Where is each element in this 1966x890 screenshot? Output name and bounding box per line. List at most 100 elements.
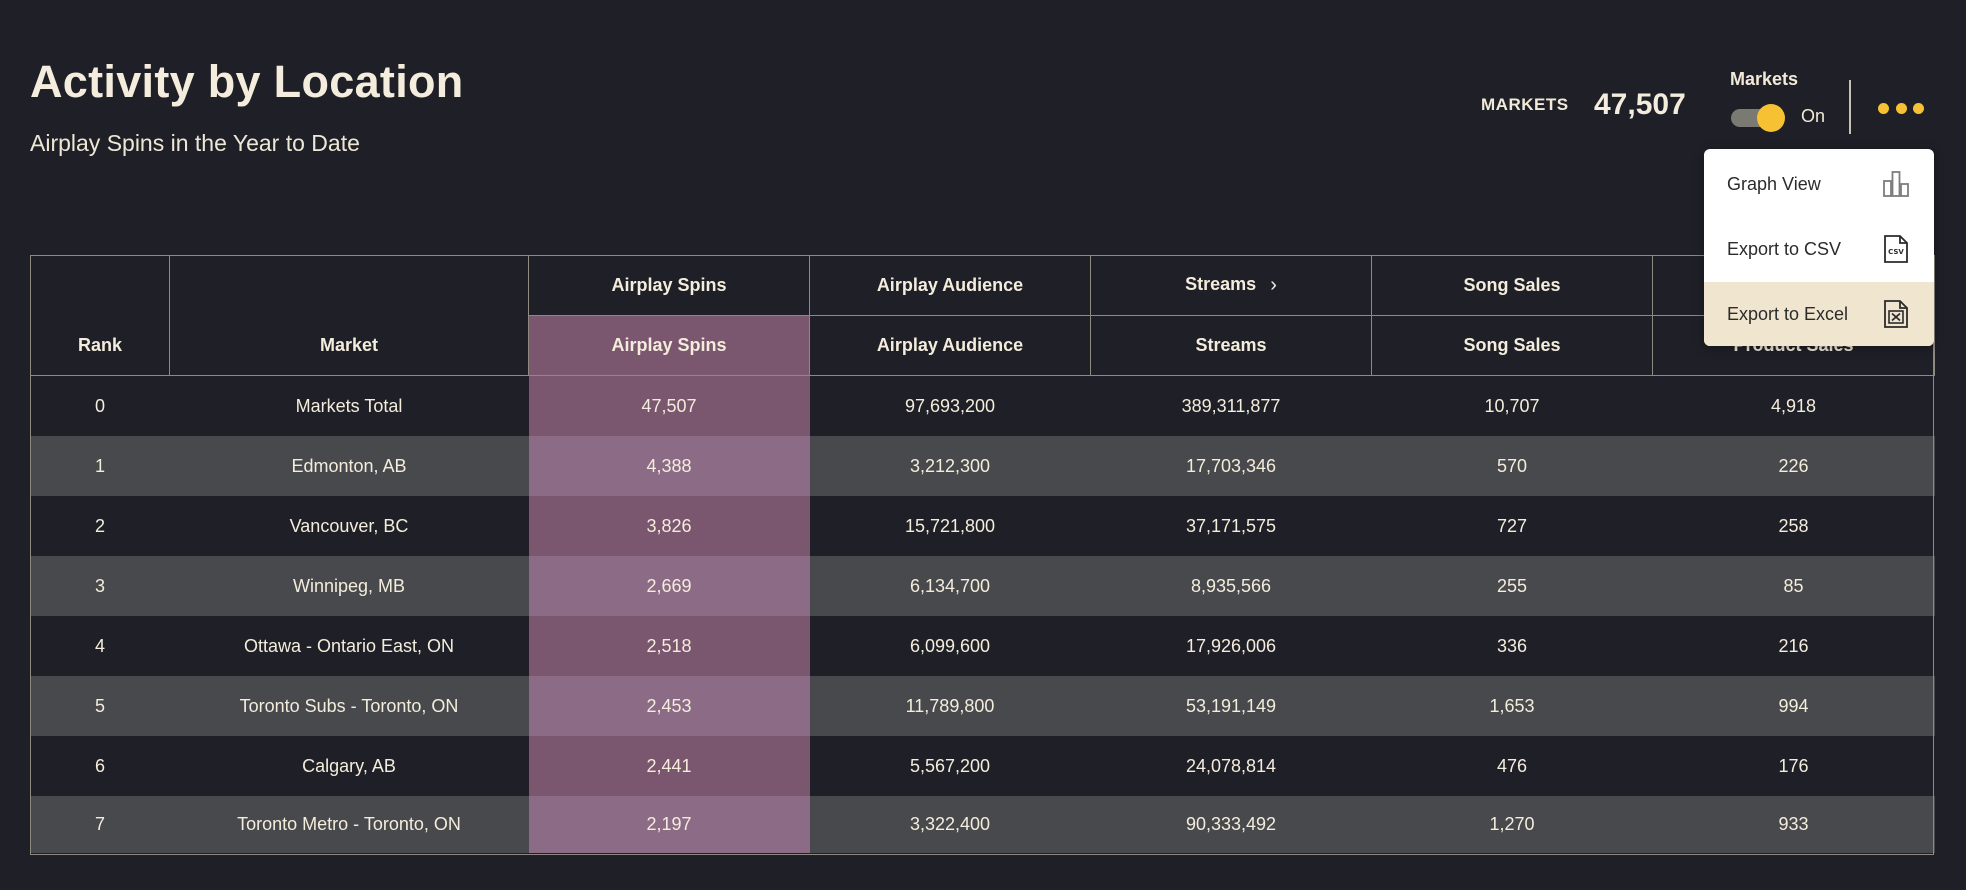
table-cell: 4,918 <box>1652 375 1935 436</box>
table-cell: 4,388 <box>528 436 810 496</box>
table-cell: 255 <box>1371 556 1653 616</box>
table-cell: 24,078,814 <box>1090 736 1372 796</box>
column-header-rank[interactable]: Rank <box>30 255 170 376</box>
table-cell: 97,693,200 <box>809 375 1091 436</box>
table-row[interactable]: 0 Markets Total 47,507 97,693,200 389,311,87… <box>30 375 1935 436</box>
table-row[interactable]: 4 Ottawa - Ontario East, ON 2,518 6,099,600… <box>30 616 1935 676</box>
table-body: 0 Markets Total 47,507 97,693,200 389,311,87… <box>30 375 1935 853</box>
menu-item-export-csv[interactable]: Export to CSV CSV <box>1704 217 1934 281</box>
table-cell: 2,197 <box>528 796 810 853</box>
table-cell: Toronto Metro - Toronto, ON <box>169 796 529 853</box>
table-cell: Ottawa - Ontario East, ON <box>169 616 529 676</box>
table-cell: 5 <box>30 676 170 736</box>
table-cell: 727 <box>1371 496 1653 556</box>
table-cell: 476 <box>1371 736 1653 796</box>
table-cell: 216 <box>1652 616 1935 676</box>
table-cell: 2,669 <box>528 556 810 616</box>
table-cell: 15,721,800 <box>809 496 1091 556</box>
markets-stat-value: 47,507 <box>1594 88 1686 121</box>
menu-item-label: Export to CSV <box>1727 238 1842 259</box>
table-row[interactable]: 5 Toronto Subs - Toronto, ON 2,453 11,789,8… <box>30 676 1935 736</box>
more-options-button[interactable] <box>1878 96 1924 120</box>
table-cell: 3,322,400 <box>809 796 1091 853</box>
table-cell: 47,507 <box>528 375 810 436</box>
page-title: Activity by Location <box>30 56 464 107</box>
options-menu: Graph View Export to CSV CSV Export to E… <box>1704 149 1934 346</box>
table-cell: 6,134,700 <box>809 556 1091 616</box>
menu-item-export-excel[interactable]: Export to Excel <box>1704 282 1934 346</box>
column-header-song-sales[interactable]: Song Sales <box>1371 315 1653 376</box>
table-cell: 10,707 <box>1371 375 1653 436</box>
column-header-streams[interactable]: Streams <box>1090 315 1372 376</box>
table-cell: 6,099,600 <box>809 616 1091 676</box>
csv-file-icon: CSV <box>1884 235 1908 263</box>
table-cell: 17,703,346 <box>1090 436 1372 496</box>
table-cell: 570 <box>1371 436 1653 496</box>
table-cell: 3 <box>30 556 170 616</box>
group-header-song-sales[interactable]: Song Sales <box>1371 255 1653 316</box>
table-cell: 226 <box>1652 436 1935 496</box>
markets-toggle[interactable] <box>1731 104 1785 132</box>
table-cell: 2,453 <box>528 676 810 736</box>
toggle-knob <box>1757 104 1785 132</box>
chevron-right-icon[interactable]: › <box>1270 274 1277 296</box>
table-cell: 8,935,566 <box>1090 556 1372 616</box>
table-cell: Calgary, AB <box>169 736 529 796</box>
table-cell: 17,926,006 <box>1090 616 1372 676</box>
header-divider <box>1849 80 1851 134</box>
group-header-airplay-spins[interactable]: Airplay Spins <box>528 255 810 316</box>
table-cell: Toronto Subs - Toronto, ON <box>169 676 529 736</box>
table-cell: 336 <box>1371 616 1653 676</box>
table-row[interactable]: 1 Edmonton, AB 4,388 3,212,300 17,703,346 570… <box>30 436 1935 496</box>
market-table: Rank Market Airplay Spins Airplay Audien… <box>30 255 1935 853</box>
bar-chart-icon <box>1883 171 1909 197</box>
more-dot-icon <box>1913 102 1924 114</box>
table-cell: 6 <box>30 736 170 796</box>
table-cell: 2,441 <box>528 736 810 796</box>
table-cell: 37,171,575 <box>1090 496 1372 556</box>
table-cell: 0 <box>30 375 170 436</box>
excel-file-icon <box>1884 300 1908 328</box>
more-dot-icon <box>1895 102 1907 114</box>
table-cell: 90,333,492 <box>1090 796 1372 853</box>
table-cell: Edmonton, AB <box>169 436 529 496</box>
table-row[interactable]: 7 Toronto Metro - Toronto, ON 2,197 3,322,4… <box>30 796 1935 853</box>
table-cell: 258 <box>1652 496 1935 556</box>
menu-item-label: Graph View <box>1727 173 1821 194</box>
table-row[interactable]: 2 Vancouver, BC 3,826 15,721,800 37,171,575 7… <box>30 496 1935 556</box>
column-header-market[interactable]: Market <box>169 255 529 376</box>
table-cell: 3,826 <box>528 496 810 556</box>
table-row[interactable]: 3 Winnipeg, MB 2,669 6,134,700 8,935,566 255 8… <box>30 556 1935 616</box>
table-cell: 3,212,300 <box>809 436 1091 496</box>
table-cell: 994 <box>1652 676 1935 736</box>
table-cell: 2 <box>30 496 170 556</box>
markets-toggle-state: On <box>1801 106 1826 126</box>
table-cell: 176 <box>1652 736 1935 796</box>
table-cell: 4 <box>30 616 170 676</box>
table-cell: 1,653 <box>1371 676 1653 736</box>
table-cell: Vancouver, BC <box>169 496 529 556</box>
table-cell: 1,270 <box>1371 796 1653 853</box>
more-dot-icon <box>1878 102 1889 114</box>
csv-badge-text: CSV <box>1888 248 1904 256</box>
table-cell: 53,191,149 <box>1090 676 1372 736</box>
group-header-streams-label: Streams <box>1185 274 1257 294</box>
column-header-airplay-audience[interactable]: Airplay Audience <box>809 315 1091 376</box>
markets-stat-label: MARKETS <box>1481 95 1569 114</box>
menu-item-label: Export to Excel <box>1727 303 1849 324</box>
table-cell: 389,311,877 <box>1090 375 1372 436</box>
table-cell: 5,567,200 <box>809 736 1091 796</box>
group-header-streams[interactable]: Streams › <box>1090 255 1372 316</box>
group-header-airplay-audience[interactable]: Airplay Audience <box>809 255 1091 316</box>
table-cell: 11,789,800 <box>809 676 1091 736</box>
table-cell: 933 <box>1652 796 1935 853</box>
menu-item-graph-view[interactable]: Graph View <box>1704 152 1934 216</box>
markets-toggle-title: Markets <box>1730 69 1799 89</box>
column-header-airplay-spins[interactable]: Airplay Spins <box>528 315 810 376</box>
table-cell: 2,518 <box>528 616 810 676</box>
table-cell: Winnipeg, MB <box>169 556 529 616</box>
table-cell: Markets Total <box>169 375 529 436</box>
table-cell: 85 <box>1652 556 1935 616</box>
table-row[interactable]: 6 Calgary, AB 2,441 5,567,200 24,078,814 476 1… <box>30 736 1935 796</box>
table-cell: 1 <box>30 436 170 496</box>
